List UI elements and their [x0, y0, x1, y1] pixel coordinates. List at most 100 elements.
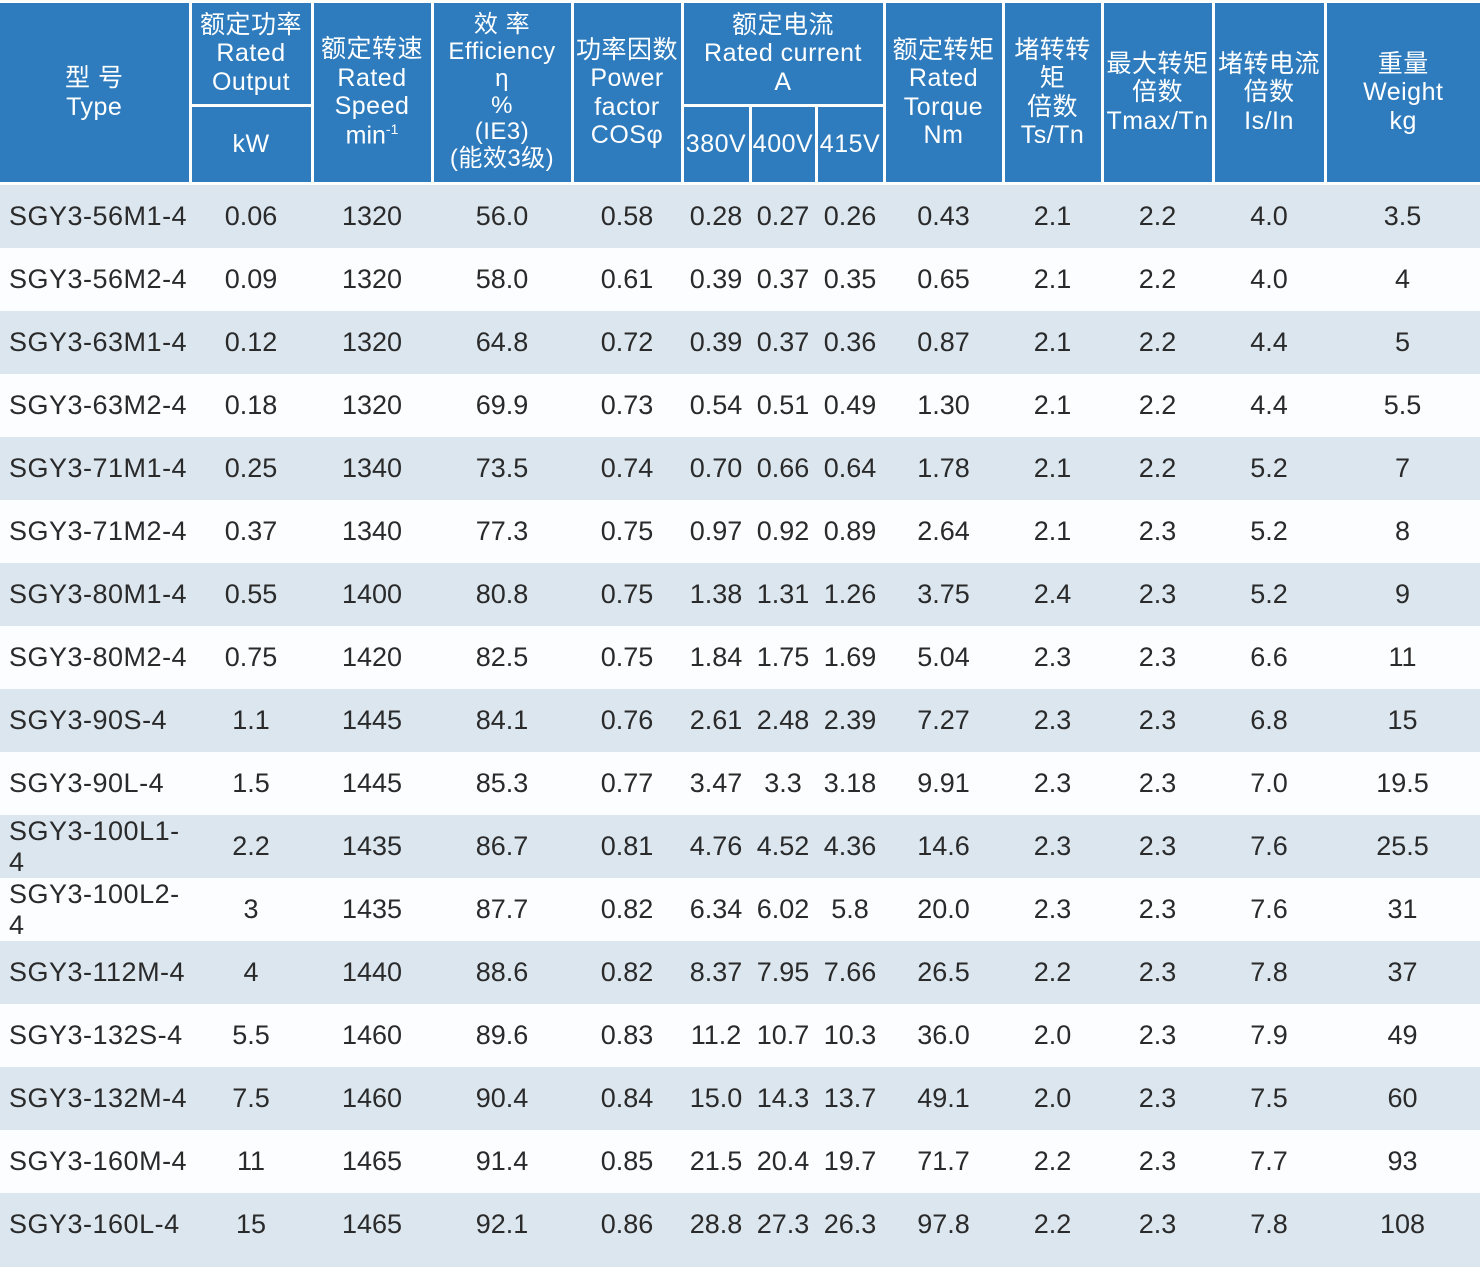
value-cell: 4.0: [1250, 264, 1288, 294]
value-cell: 0.18: [224, 390, 278, 420]
value-cell: 2.0: [1033, 1083, 1072, 1113]
value-cell: 0.06: [224, 201, 278, 231]
value-cell: 5.8: [831, 894, 869, 924]
value-cell: 19.5: [1376, 768, 1429, 798]
value-cell: 2.3: [1033, 768, 1072, 798]
table-row: SGY3-160L-4 15 1465 92.1 0.86 28.8 27.3 26.3 97.…: [0, 1193, 1480, 1256]
value-cell: 20.0: [917, 894, 970, 924]
value-cell: 3: [243, 894, 259, 924]
value-cell: 1.75: [756, 642, 810, 672]
table-row: SGY3-90S-4 1.1 1445 84.1 0.76 2.61 2.48 2.39 7.2…: [0, 689, 1480, 752]
value-cell: 7.8: [1250, 957, 1288, 987]
header-rated-output-label: 额定功率 Rated Output: [199, 10, 302, 96]
value-cell: 4: [243, 957, 259, 987]
value-cell: 1320: [341, 201, 403, 231]
value-cell: 1.30: [917, 390, 970, 420]
value-cell: 25.5: [1376, 831, 1429, 861]
table-row: SGY3-100L1-4 2.2 1435 86.7 0.81 4.76 4.52 4.36 1…: [0, 815, 1480, 878]
value-cell: 11: [1388, 642, 1417, 672]
value-cell: 7.8: [1250, 1209, 1288, 1239]
value-cell: 5.2: [1250, 453, 1288, 483]
value-cell: 2.3: [1138, 579, 1177, 609]
value-cell: 0.39: [689, 264, 743, 294]
value-cell: 4.4: [1250, 390, 1288, 420]
value-cell: 1320: [341, 390, 403, 420]
model-cell: SGY3-63M1-4: [9, 327, 188, 357]
value-cell: 2.2: [232, 831, 270, 861]
header-rated-current-label: 额定电流 Rated current A: [704, 10, 862, 96]
model-cell: SGY3-80M2-4: [9, 642, 188, 672]
value-cell: 1320: [341, 264, 403, 294]
value-cell: 15.0: [689, 1083, 743, 1113]
value-cell: 7.5: [1250, 1083, 1288, 1113]
value-cell: 0.76: [600, 705, 654, 735]
value-cell: 0.75: [600, 516, 654, 546]
value-cell: 5.5: [232, 1020, 270, 1050]
value-cell: 0.37: [224, 516, 278, 546]
value-cell: 0.36: [823, 327, 877, 357]
model-cell: SGY3-71M2-4: [9, 516, 188, 546]
value-cell: 64.8: [475, 327, 529, 357]
value-cell: 2.3: [1138, 768, 1177, 798]
header-rated-speed-label: 额定转速 Rated Speed: [320, 35, 423, 121]
value-cell: 0.75: [600, 579, 654, 609]
header-power-factor-label: 功率因数 Power factor COSφ: [575, 35, 678, 150]
value-cell: 15: [1387, 705, 1418, 735]
value-cell: 0.51: [756, 390, 810, 420]
model-cell: SGY3-100L2-4: [9, 878, 180, 940]
table-row: SGY3-63M1-4 0.12 1320 64.8 0.72 0.39 0.37 0.36 0…: [0, 311, 1480, 374]
header-rated-speed-unit: min-1: [345, 120, 399, 150]
value-cell: 86.7: [475, 831, 529, 861]
value-cell: 2.3: [1033, 705, 1072, 735]
value-cell: 73.5: [475, 453, 529, 483]
value-cell: 2.3: [1033, 642, 1072, 672]
value-cell: 1400: [341, 579, 403, 609]
value-cell: 49: [1387, 1020, 1418, 1050]
model-cell: SGY3-132M-4: [9, 1083, 188, 1113]
table-row: SGY3-112M-4 4 1440 88.6 0.82 8.37 7.95 7.66 26.5…: [0, 941, 1480, 1004]
value-cell: 0.55: [224, 579, 278, 609]
value-cell: 1435: [341, 894, 403, 924]
value-cell: 0.37: [756, 327, 810, 357]
value-cell: 7.6: [1250, 894, 1288, 924]
value-cell: 0.25: [224, 453, 278, 483]
header-kw-unit: kW: [190, 104, 314, 185]
value-cell: 2.39: [823, 705, 877, 735]
value-cell: 4.4: [1250, 327, 1288, 357]
value-cell: 5.2: [1250, 579, 1288, 609]
table-row: SGY3-100L2-4 3 1435 87.7 0.82 6.34 6.02 5.8 20.0…: [0, 878, 1480, 941]
value-cell: 2.3: [1138, 642, 1177, 672]
value-cell: 1.78: [917, 453, 970, 483]
value-cell: 60: [1387, 1083, 1418, 1113]
value-cell: 0.83: [600, 1020, 654, 1050]
value-cell: 2.2: [1138, 264, 1177, 294]
header-locked-rotor-current-label: 堵转电流 倍数 Is/In: [1217, 49, 1320, 135]
value-cell: 6.34: [689, 894, 743, 924]
header-efficiency: 效 率 Efficiency η % (IE3) (能效3级): [430, 0, 574, 185]
value-cell: 1.31: [756, 579, 810, 609]
value-cell: 0.65: [917, 264, 970, 294]
model-cell: SGY3-132S-4: [9, 1020, 183, 1050]
model-cell: SGY3-56M1-4: [9, 201, 188, 231]
value-cell: 2.3: [1033, 894, 1072, 924]
value-cell: 91.4: [475, 1146, 529, 1176]
value-cell: 2.3: [1138, 894, 1177, 924]
value-cell: 0.81: [600, 831, 654, 861]
value-cell: 3.18: [823, 768, 877, 798]
value-cell: 2.1: [1033, 453, 1072, 483]
model-cell: SGY3-90L-4: [9, 768, 165, 798]
table-row: SGY3-80M1-4 0.55 1400 80.8 0.75 1.38 1.31 1.26 3…: [0, 563, 1480, 626]
header-rated-torque-label: 额定转矩 Rated Torque Nm: [892, 35, 995, 150]
table-header: 型 号 Type 额定功率 Rated Output 额定转速 Rated Sp…: [0, 0, 1480, 185]
value-cell: 108: [1379, 1209, 1426, 1239]
value-cell: 2.2: [1138, 201, 1177, 231]
header-locked-rotor-torque: 堵转转矩 倍数 Ts/Tn: [1001, 0, 1104, 185]
value-cell: 1435: [341, 831, 403, 861]
value-cell: 93: [1387, 1146, 1418, 1176]
value-cell: 1445: [341, 768, 403, 798]
model-cell: SGY3-160L-4: [9, 1209, 180, 1239]
model-cell: SGY3-71M1-4: [9, 453, 188, 483]
value-cell: 0.66: [756, 453, 810, 483]
header-power-factor: 功率因数 Power factor COSφ: [570, 0, 684, 185]
value-cell: 2.3: [1138, 516, 1177, 546]
